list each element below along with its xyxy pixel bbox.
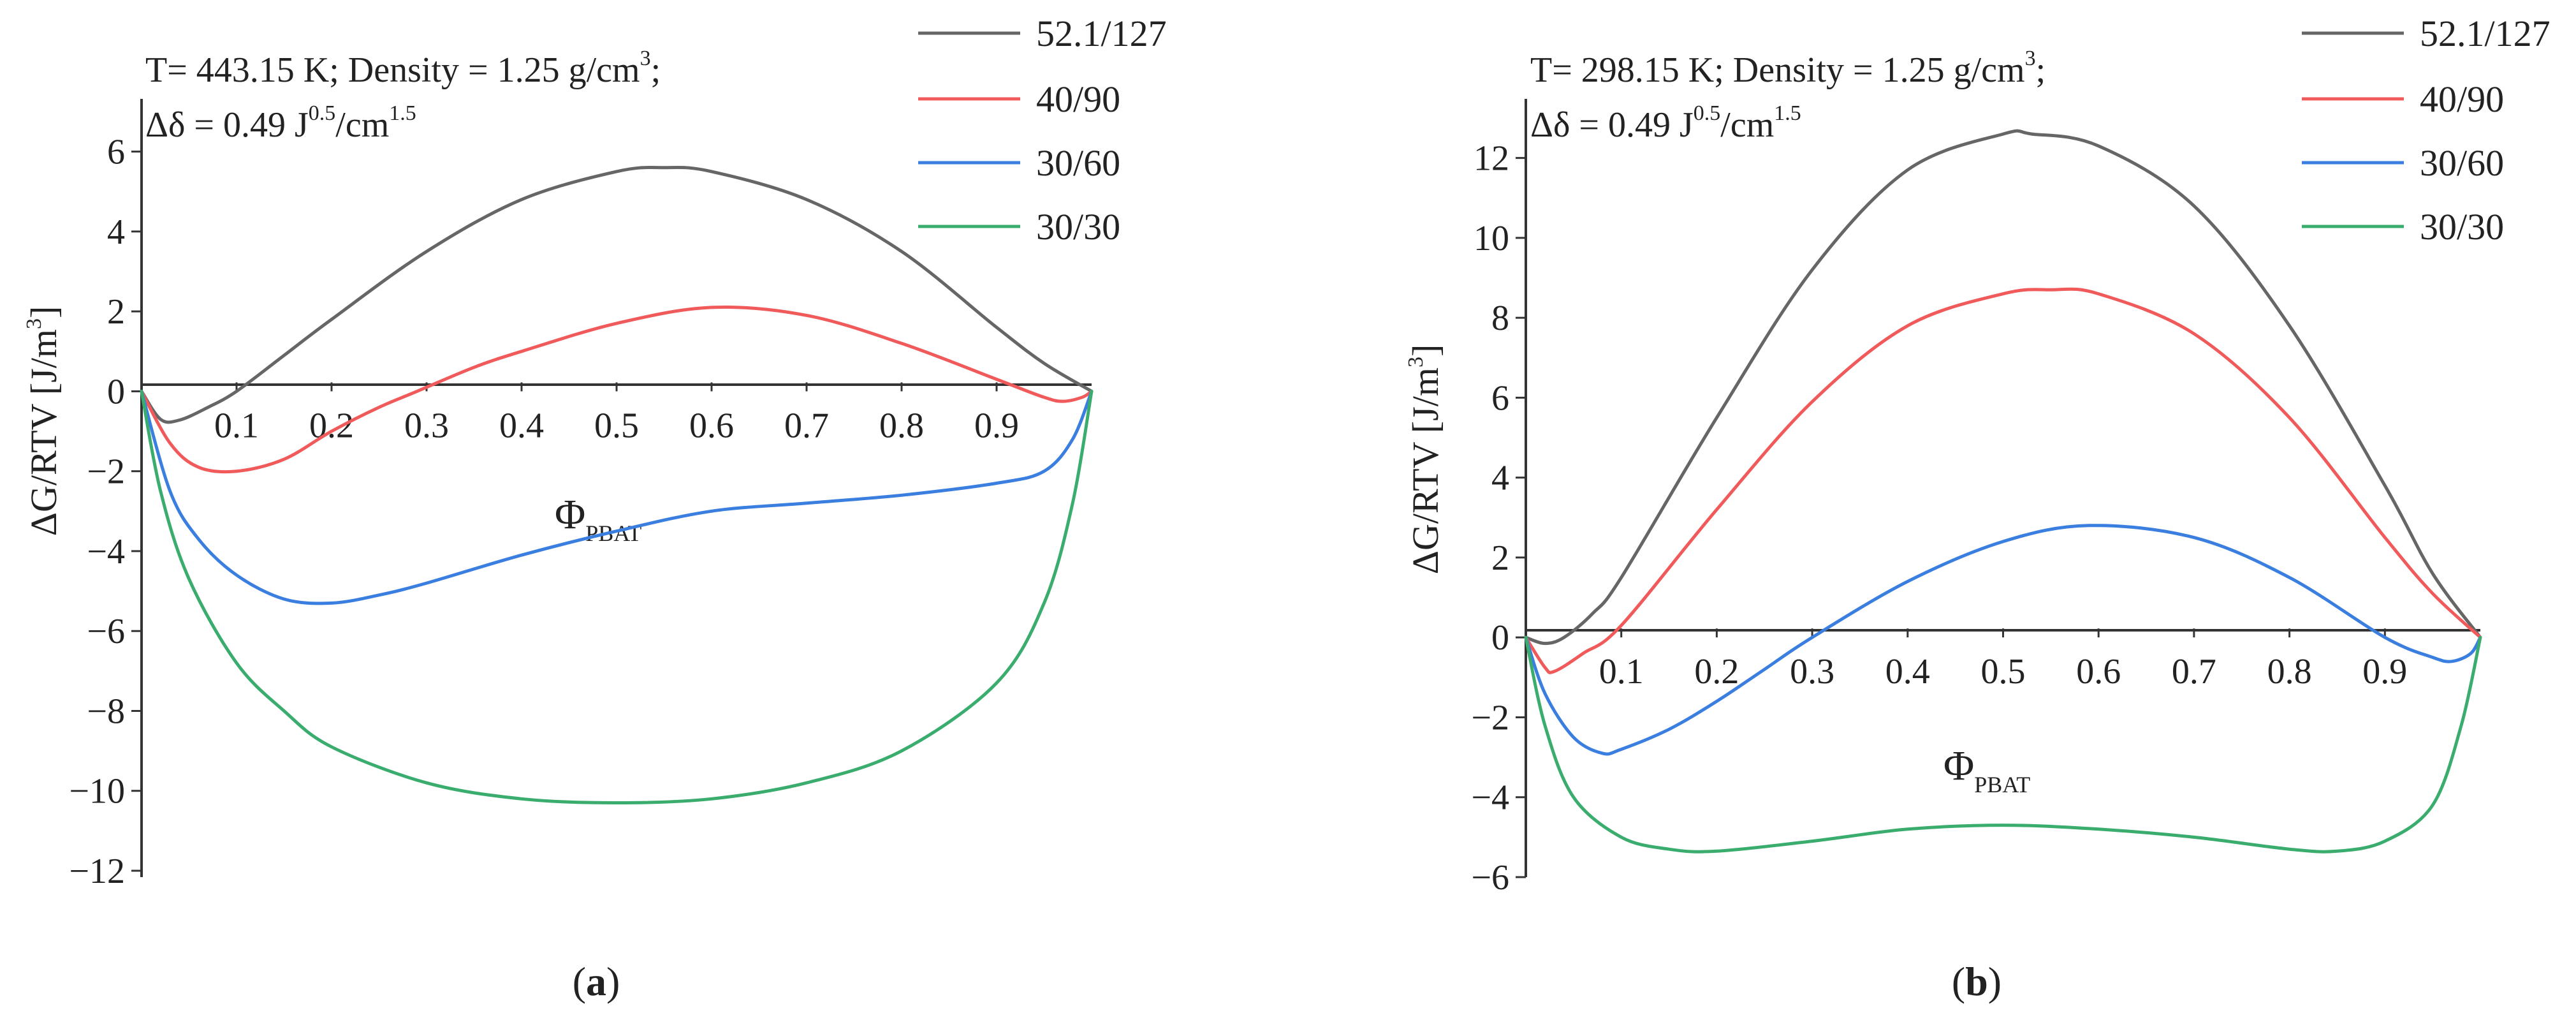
panel-a-x-tick-label-0-3: 0.3	[404, 406, 449, 445]
panel-a-series-line-40-90	[140, 305, 1094, 474]
panel-a-y-tick-label--6: −6	[87, 612, 125, 651]
panel-a-x-tick-label-0-8: 0.8	[879, 406, 924, 445]
panel-a-x-tick-label-0-5: 0.5	[594, 406, 639, 445]
panel-a-y-tick-label-4: 4	[107, 212, 125, 252]
panel-a-y-tick-label--2: −2	[87, 452, 125, 492]
panel-a-x-tick-label-0-7: 0.7	[784, 406, 829, 445]
panel-b-legend: 52.1/127 40/90 30/60 30/30	[2302, 13, 2550, 248]
panel-a-legend-label-30-30: 30/30	[1036, 206, 1120, 248]
panel-a-legend-label-40-90: 40/90	[1036, 78, 1120, 120]
panel-b-series-line-30-30	[1524, 635, 2482, 854]
panel-a-y-tick-label-2: 2	[107, 292, 125, 332]
panel-a-y-tick-label--10: −10	[69, 772, 125, 811]
panel-b-x-tick-label-0-4: 0.4	[1885, 652, 1930, 691]
panel-b-label: (b)	[1952, 959, 2002, 1004]
panel-a-y-tick-label-0: 0	[107, 372, 125, 411]
panel-a-x-tick-label-0-9: 0.9	[974, 406, 1019, 445]
panel-b-legend-label-30-30: 30/30	[2420, 206, 2504, 248]
panel-b-x-tick-label-0-9: 0.9	[2362, 652, 2407, 691]
panel-a-x-tick-label-0-4: 0.4	[499, 406, 544, 445]
panel-b-y-tick-label-6: 6	[1491, 378, 1509, 418]
panel-a-annotation-line2: Δδ = 0.49 J0.5/cm1.5	[145, 101, 416, 145]
panel-b-x-tick-label-0-7: 0.7	[2172, 652, 2216, 691]
panel-b-series-line-52-1-127	[1524, 129, 2482, 646]
panel-b-y-tick-label-4: 4	[1491, 459, 1509, 498]
panel-b-series	[1524, 129, 2482, 854]
panel-b-annotation-line2: Δδ = 0.49 J0.5/cm1.5	[1530, 101, 1801, 145]
panel-b-legend-label-52-1-127: 52.1/127	[2420, 13, 2550, 54]
panel-a-legend-label-30-60: 30/60	[1036, 142, 1120, 184]
panel-b-ticks: 0.1 0.2 0.3 0.4 0.5 0.6 0.7 0.8 0.9 12 10 8 6 4 2 0 −2 −4…	[1471, 139, 2407, 898]
panel-a-x-tick-label-0-1: 0.1	[214, 406, 259, 445]
panel-b-y-tick-label-0: 0	[1491, 618, 1509, 658]
panel-b-x-tick-label-0-5: 0.5	[1981, 652, 2026, 691]
panel-b-annotation-line1: T= 298.15 K; Density = 1.25 g/cm3;	[1530, 47, 2045, 90]
panel-b-legend-label-30-60: 30/60	[2420, 142, 2504, 184]
panel-b-x-tick-label-0-8: 0.8	[2267, 652, 2312, 691]
panel-b-y-tick-label-2: 2	[1491, 538, 1509, 578]
panel-b-y-tick-label-8: 8	[1491, 299, 1509, 338]
panel-b-y-tick-label--6: −6	[1471, 858, 1509, 898]
panel-a-ticks: 0.1 0.2 0.3 0.4 0.5 0.6 0.7 0.8 0.96420−2−4−6−8−…	[69, 133, 1019, 891]
panel-a-y-tick-label--8: −8	[87, 691, 125, 731]
panel-b-y-tick-label--4: −4	[1471, 778, 1509, 818]
panel-a-series-line-30-30	[140, 389, 1094, 804]
panel-a-annotation-line1: T= 443.15 K; Density = 1.25 g/cm3;	[145, 47, 661, 90]
panel-a-y-tick-label-6: 6	[107, 133, 125, 172]
panel-a: T= 443.15 K; Density = 1.25 g/cm3; Δδ = …	[22, 13, 1167, 1004]
panel-b-y-tick-label-10: 10	[1474, 219, 1509, 258]
panel-b-series-line-40-90	[1524, 287, 2482, 674]
panel-a-legend-label-52-1-127: 52.1/127	[1036, 13, 1167, 54]
panel-a-series-line-52-1-127	[140, 165, 1094, 424]
panel-a-series-line-30-60	[140, 389, 1094, 605]
panel-a-y-axis-label: ΔG/RTV [J/m3]	[22, 306, 64, 536]
panel-a-y-tick-label--4: −4	[87, 532, 125, 572]
panel-b-y-tick-label-12: 12	[1474, 139, 1509, 179]
panel-a-series	[140, 165, 1094, 804]
panel-b-x-axis-label: ΦPBAT	[1943, 743, 2030, 797]
panel-b-y-axis-label: ΔG/RTV [J/m3]	[1404, 344, 1446, 575]
panel-a-x-tick-label-0-6: 0.6	[689, 406, 734, 445]
panel-b-legend-label-40-90: 40/90	[2420, 78, 2504, 120]
panel-b-y-tick-label--2: −2	[1471, 698, 1509, 737]
panel-b-x-tick-label-0-6: 0.6	[2076, 652, 2121, 691]
panel-b-series-line-30-60	[1524, 524, 2482, 756]
panel-b: T= 298.15 K; Density = 1.25 g/cm3; Δδ = …	[1404, 13, 2550, 1004]
panel-a-y-tick-label--12: −12	[69, 852, 125, 891]
panel-a-label: (a)	[573, 959, 620, 1004]
panel-a-legend: 52.1/127 40/90 30/60 30/30	[918, 13, 1167, 248]
panel-b-x-tick-label-0-1: 0.1	[1599, 652, 1644, 691]
panel-b-x-tick-label-0-2: 0.2	[1694, 652, 1739, 691]
panel-a-x-axis-label: ΦPBAT	[555, 491, 641, 546]
panel-b-x-tick-label-0-3: 0.3	[1790, 652, 1834, 691]
